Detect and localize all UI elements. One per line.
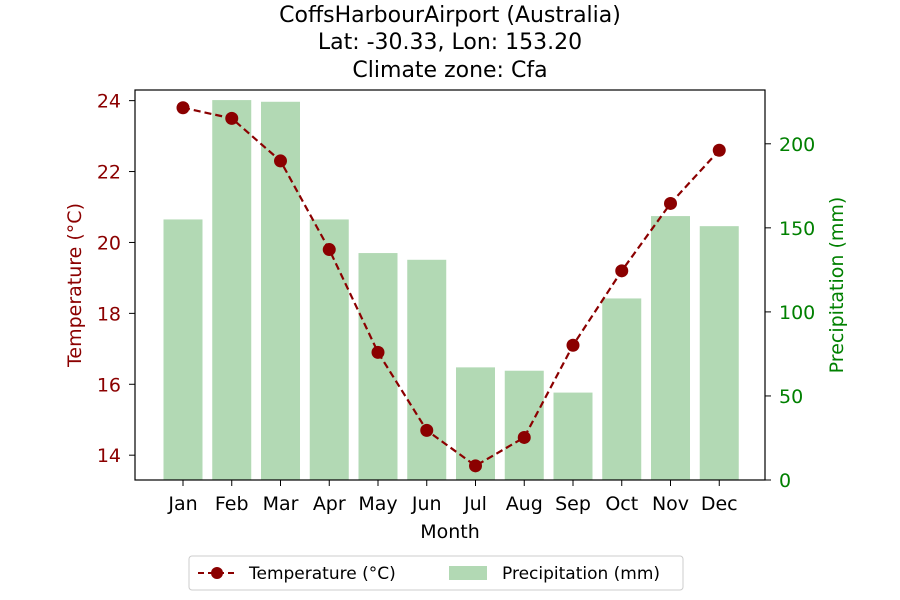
- temperature-point: [664, 196, 677, 210]
- temperature-point: [615, 264, 629, 278]
- temperature-point: [566, 338, 580, 352]
- temperature-point: [176, 101, 190, 115]
- precip-bar: [504, 370, 544, 480]
- precip-bar: [699, 226, 739, 480]
- x-tick-label: Oct: [605, 493, 638, 515]
- right-tick-label: 0: [779, 470, 791, 492]
- x-tick-label: Sep: [555, 493, 591, 515]
- precip-bar: [358, 253, 398, 480]
- x-tick-label: Feb: [215, 493, 249, 515]
- x-tick-label: May: [358, 493, 397, 515]
- legend-label-temperature: Temperature (°C): [248, 564, 396, 584]
- precip-bar: [553, 392, 593, 480]
- x-tick-label: Jun: [411, 493, 442, 515]
- left-axis-ticks: 14 16 18 20 22 24: [97, 91, 135, 467]
- precip-bar: [651, 216, 690, 481]
- precip-bar: [602, 298, 642, 480]
- x-axis-ticks: Jan Feb Mar Apr May Jun Jul Aug Sep Oct Nov Dec: [167, 480, 738, 515]
- precip-bar: [163, 219, 203, 481]
- legend-box: [188, 555, 684, 591]
- right-tick-label: 50: [779, 386, 803, 408]
- legend-bar-swatch: [449, 566, 487, 580]
- x-tick-label: Dec: [701, 493, 738, 515]
- x-axis-label: Month: [420, 521, 480, 543]
- x-tick-label: Nov: [652, 493, 689, 515]
- x-tick-label: Jan: [167, 493, 197, 515]
- right-tick-label: 100: [779, 302, 815, 324]
- title-line-1: CoffsHarbourAirport (Australia): [279, 3, 621, 28]
- x-tick-label: Jul: [463, 493, 487, 515]
- left-tick-label: 22: [97, 162, 121, 184]
- x-tick-label: Aug: [506, 493, 543, 515]
- temperature-point: [225, 111, 239, 125]
- temperature-point: [322, 243, 336, 257]
- left-tick-label: 18: [97, 303, 121, 325]
- right-axis-label: Precipitation (mm): [826, 197, 848, 374]
- plot-frame: [134, 89, 766, 481]
- title-line-3: Climate zone: Cfa: [352, 58, 547, 83]
- x-tick-label: Apr: [313, 493, 346, 515]
- title-line-2: Lat: -30.33, Lon: 153.20: [318, 30, 582, 55]
- legend-circle-marker: [211, 567, 223, 579]
- right-axis-ticks: 0 50 100 150 200: [765, 134, 815, 492]
- precip-bar: [212, 100, 252, 480]
- temperature-point: [712, 143, 726, 157]
- right-tick-label: 150: [779, 218, 815, 240]
- legend: Temperature (°C) Precipitation (mm): [188, 555, 684, 591]
- left-tick-label: 24: [97, 91, 121, 113]
- precip-bar: [407, 259, 447, 480]
- temperature-line: [176, 101, 726, 473]
- x-tick-label: Mar: [263, 493, 299, 515]
- left-tick-label: 16: [97, 374, 121, 396]
- precipitation-bars: [163, 100, 739, 481]
- legend-label-precipitation: Precipitation (mm): [502, 564, 660, 584]
- temperature-point: [371, 345, 385, 359]
- precip-bar: [309, 219, 349, 481]
- temperature-series-line: [182, 106, 721, 468]
- temperature-point: [420, 423, 434, 437]
- left-tick-label: 20: [97, 232, 121, 254]
- right-tick-label: 200: [779, 134, 815, 156]
- temperature-point: [469, 459, 482, 473]
- temperature-point: [517, 430, 531, 444]
- temperature-point: [274, 154, 287, 168]
- chart-title: CoffsHarbourAirport (Australia) Lat: -30…: [279, 3, 621, 83]
- left-axis-label: Temperature (°C): [64, 203, 86, 368]
- left-tick-label: 14: [97, 445, 121, 467]
